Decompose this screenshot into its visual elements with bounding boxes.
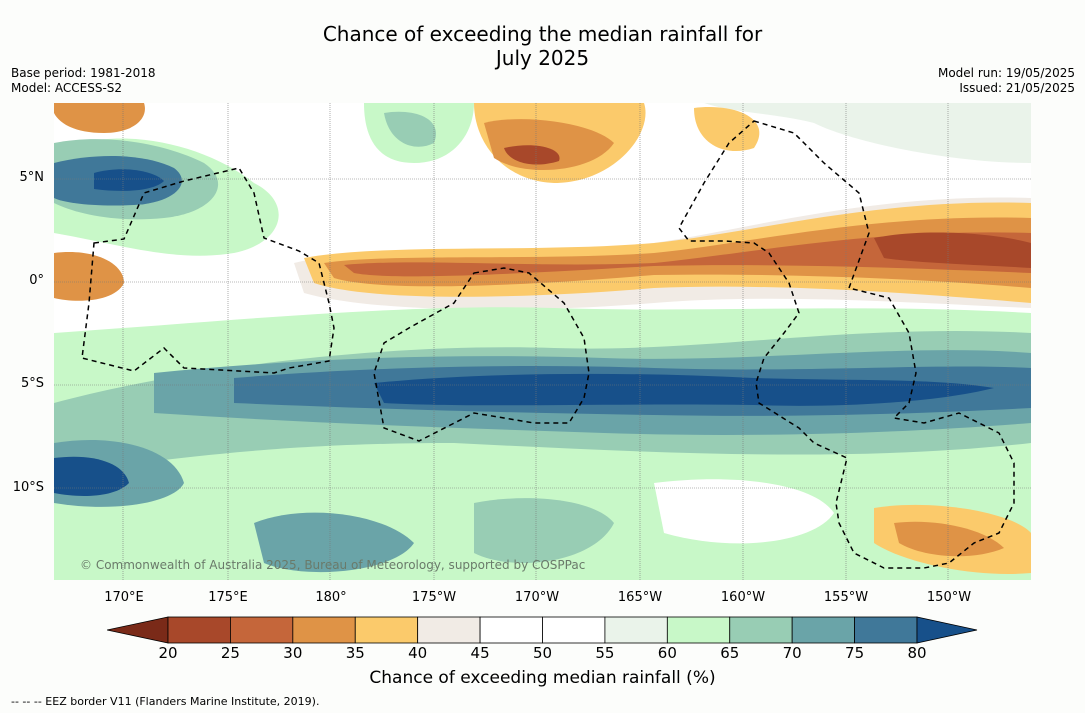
colorbar-tick-label: 50	[532, 644, 553, 662]
base-period: Base period: 1981-2018	[11, 66, 156, 80]
colorbar-tick-label: 20	[158, 644, 178, 662]
colorbar-swatch	[479, 616, 543, 644]
colorbar-tick-label: 30	[283, 644, 303, 662]
lon-label: 160°W	[720, 590, 766, 605]
colorbar-tick-label: 60	[657, 644, 677, 662]
region-55-60	[704, 103, 1031, 163]
colorbar-swatch	[666, 616, 731, 644]
map-title: Chance of exceeding the median rainfall …	[0, 22, 1085, 70]
region-30-35	[54, 103, 145, 133]
region-80-plus	[94, 169, 164, 191]
colorbar-low-arrow	[107, 616, 169, 644]
colorbar-swatch	[604, 616, 668, 644]
lon-label: 165°W	[617, 590, 663, 605]
colorbar-swatch	[230, 616, 294, 644]
colorbar-swatch	[791, 616, 855, 644]
lat-label: 10°S	[12, 480, 44, 495]
colorbar-tick-label: 70	[782, 644, 802, 662]
run-info: Model run: 19/05/2025 Issued: 21/05/2025	[938, 66, 1075, 96]
colorbar-swatch	[542, 616, 606, 644]
colorbar-label: Chance of exceeding median rainfall (%)	[369, 668, 716, 688]
colorbar-tick-label: 55	[595, 644, 615, 662]
title-line-2: July 2025	[495, 46, 590, 70]
map-canvas	[54, 103, 1031, 580]
region-35-40	[694, 107, 760, 152]
region-65-70	[384, 111, 436, 147]
lat-label: 0°	[29, 273, 44, 288]
graticule	[54, 103, 1031, 580]
region-80-plus	[374, 373, 994, 406]
region-20-25	[504, 145, 560, 165]
colorbar-swatch	[354, 616, 419, 644]
eez-border	[81, 120, 1015, 569]
copyright-notice: © Commonwealth of Australia 2025, Bureau…	[80, 558, 586, 572]
lon-label: 175°W	[411, 590, 457, 605]
lon-label: 175°E	[208, 590, 248, 605]
colorbar-tick-label: 45	[470, 644, 490, 662]
region-70-75	[254, 512, 414, 573]
lat-label: 5°S	[20, 376, 44, 391]
region-45-55	[654, 479, 834, 544]
lon-label: 170°W	[514, 590, 560, 605]
colorbar-tick-label: 35	[345, 644, 365, 662]
issued-date: Issued: 21/05/2025	[959, 81, 1075, 95]
colorbar-tick-label: 40	[408, 644, 428, 662]
colorbar-tick-label: 65	[720, 644, 740, 662]
colorbar-tick-label: 75	[845, 644, 865, 662]
region-30-35	[894, 521, 1004, 557]
lon-label: 155°W	[823, 590, 869, 605]
model-run-date: Model run: 19/05/2025	[937, 66, 1075, 80]
colorbar-swatch	[292, 616, 356, 644]
lon-label: 150°W	[926, 590, 972, 605]
model-name: Model: ACCESS-S2	[11, 81, 123, 95]
region-30-35	[54, 252, 124, 301]
region-25-30	[344, 232, 1031, 277]
colorbar-swatch	[729, 616, 793, 644]
colorbar-swatch	[854, 616, 918, 644]
colorbar-swatches	[107, 616, 978, 644]
title-line-1: Chance of exceeding the median rainfall …	[322, 22, 763, 46]
model-info: Base period: 1981-2018 Model: ACCESS-S2	[11, 66, 156, 96]
region-80-plus	[54, 456, 129, 496]
colorbar-high-arrow	[916, 616, 978, 644]
lat-label: 5°N	[19, 170, 45, 185]
rainfall-map	[54, 103, 1031, 580]
colorbar-tick-label: 80	[907, 644, 927, 662]
colorbar-swatch	[167, 616, 231, 644]
colorbar	[107, 616, 978, 644]
region-65-70	[474, 498, 614, 563]
eez-footnote: -- -- -- EEZ border V11 (Flanders Marine…	[11, 695, 320, 708]
colorbar-tick-label: 25	[220, 644, 240, 662]
region-20-25	[874, 232, 1031, 268]
lon-label: 180°	[315, 590, 347, 605]
lon-label: 170°E	[104, 590, 144, 605]
colorbar-swatch	[417, 616, 481, 644]
